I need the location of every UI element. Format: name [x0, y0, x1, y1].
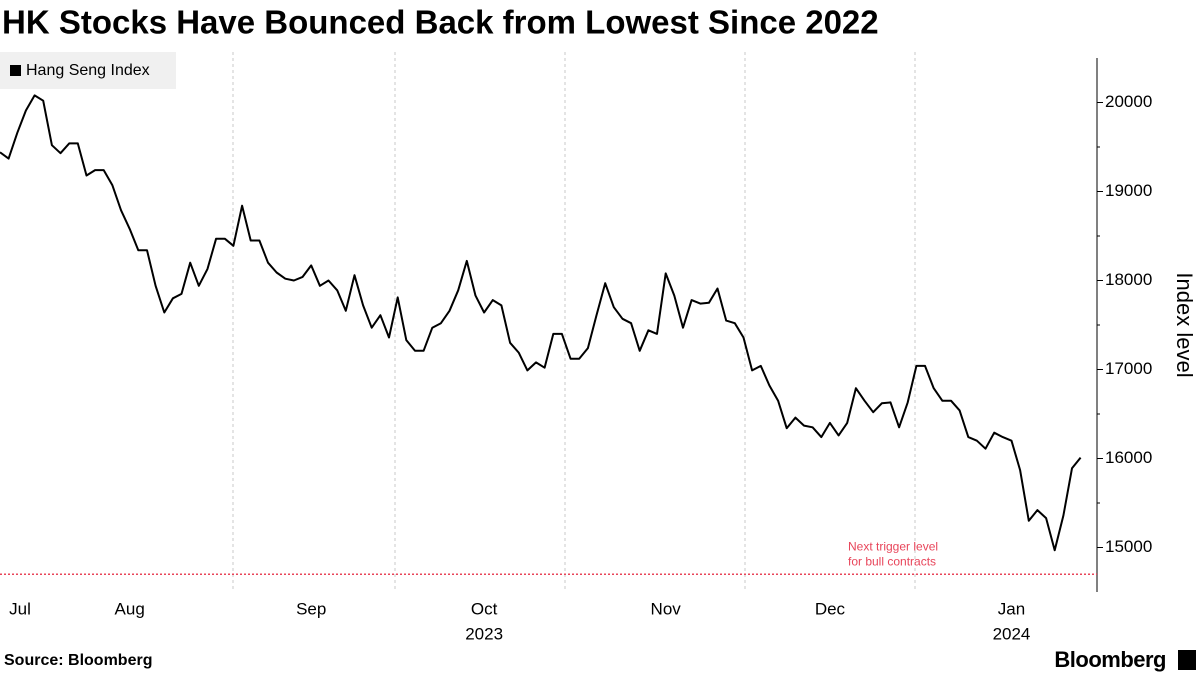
y-tick-label: 18000 — [1105, 270, 1152, 289]
y-tick-label: 19000 — [1105, 181, 1152, 200]
x-tick-label: Aug — [115, 599, 145, 618]
y-tick-label: 17000 — [1105, 359, 1152, 378]
chart-title: HK Stocks Have Bounced Back from Lowest … — [2, 4, 879, 41]
legend-swatch — [10, 65, 21, 76]
source: Source: Bloomberg — [4, 652, 152, 669]
legend-label: Hang Seng Index — [26, 62, 150, 79]
x-tick-label: Oct — [471, 599, 498, 618]
month-grid — [232, 52, 916, 592]
x-tick-label: Nov — [651, 599, 682, 618]
y-axis-label: Index level — [1172, 272, 1197, 377]
legend — [0, 52, 176, 89]
logo-icon — [1178, 650, 1196, 670]
x-year-label: 2023 — [465, 624, 503, 643]
y-tick-label: 16000 — [1105, 448, 1152, 467]
reference-label: for bull contracts — [848, 554, 936, 568]
x-tick-label: Sep — [296, 599, 326, 618]
y-tick-label: 15000 — [1105, 537, 1152, 556]
series-line — [0, 94, 1082, 552]
x-tick-label: Dec — [815, 599, 846, 618]
y-tick-label: 20000 — [1105, 92, 1152, 111]
reference-label: Next trigger level — [848, 539, 938, 553]
x-year-label: 2024 — [993, 624, 1031, 643]
logo: Bloomberg — [1054, 647, 1166, 672]
x-tick-label: Jul — [9, 599, 31, 618]
x-tick-label: Jan — [998, 599, 1025, 618]
